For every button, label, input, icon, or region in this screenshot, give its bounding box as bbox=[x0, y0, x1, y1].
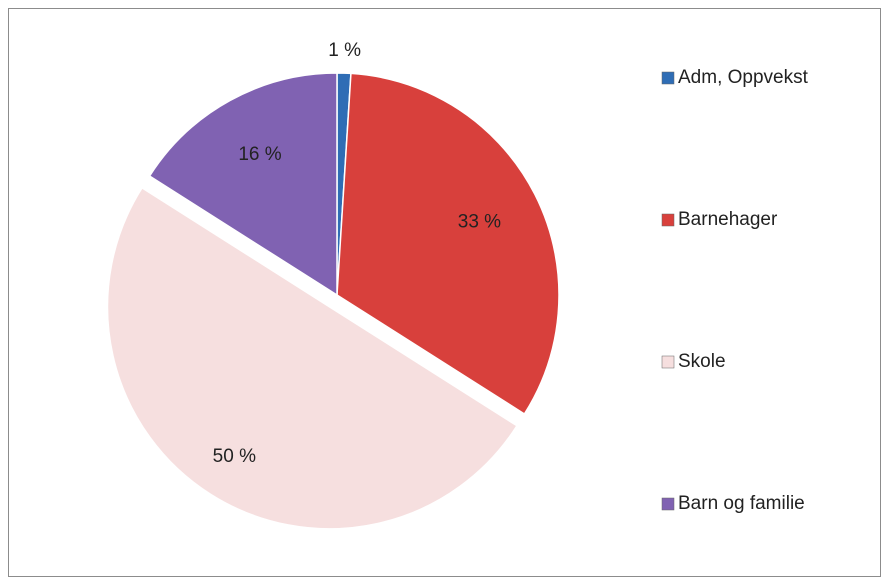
legend-label: Barnehager bbox=[678, 209, 778, 230]
data-label: 1 % bbox=[328, 40, 361, 61]
pie-slice bbox=[106, 186, 518, 530]
legend-label: Skole bbox=[678, 351, 726, 372]
data-label: 50 % bbox=[213, 446, 256, 467]
legend-swatch bbox=[661, 213, 675, 227]
data-label: 16 % bbox=[238, 144, 281, 165]
legend-label: Barn og familie bbox=[678, 493, 805, 514]
data-label: 33 % bbox=[458, 211, 501, 232]
pie-slice bbox=[148, 72, 338, 297]
pie-slice bbox=[336, 72, 560, 415]
legend-label: Adm, Oppvekst bbox=[678, 67, 809, 88]
legend-swatch bbox=[661, 497, 675, 511]
legend-swatch bbox=[661, 355, 675, 369]
legend-swatch bbox=[661, 71, 675, 85]
